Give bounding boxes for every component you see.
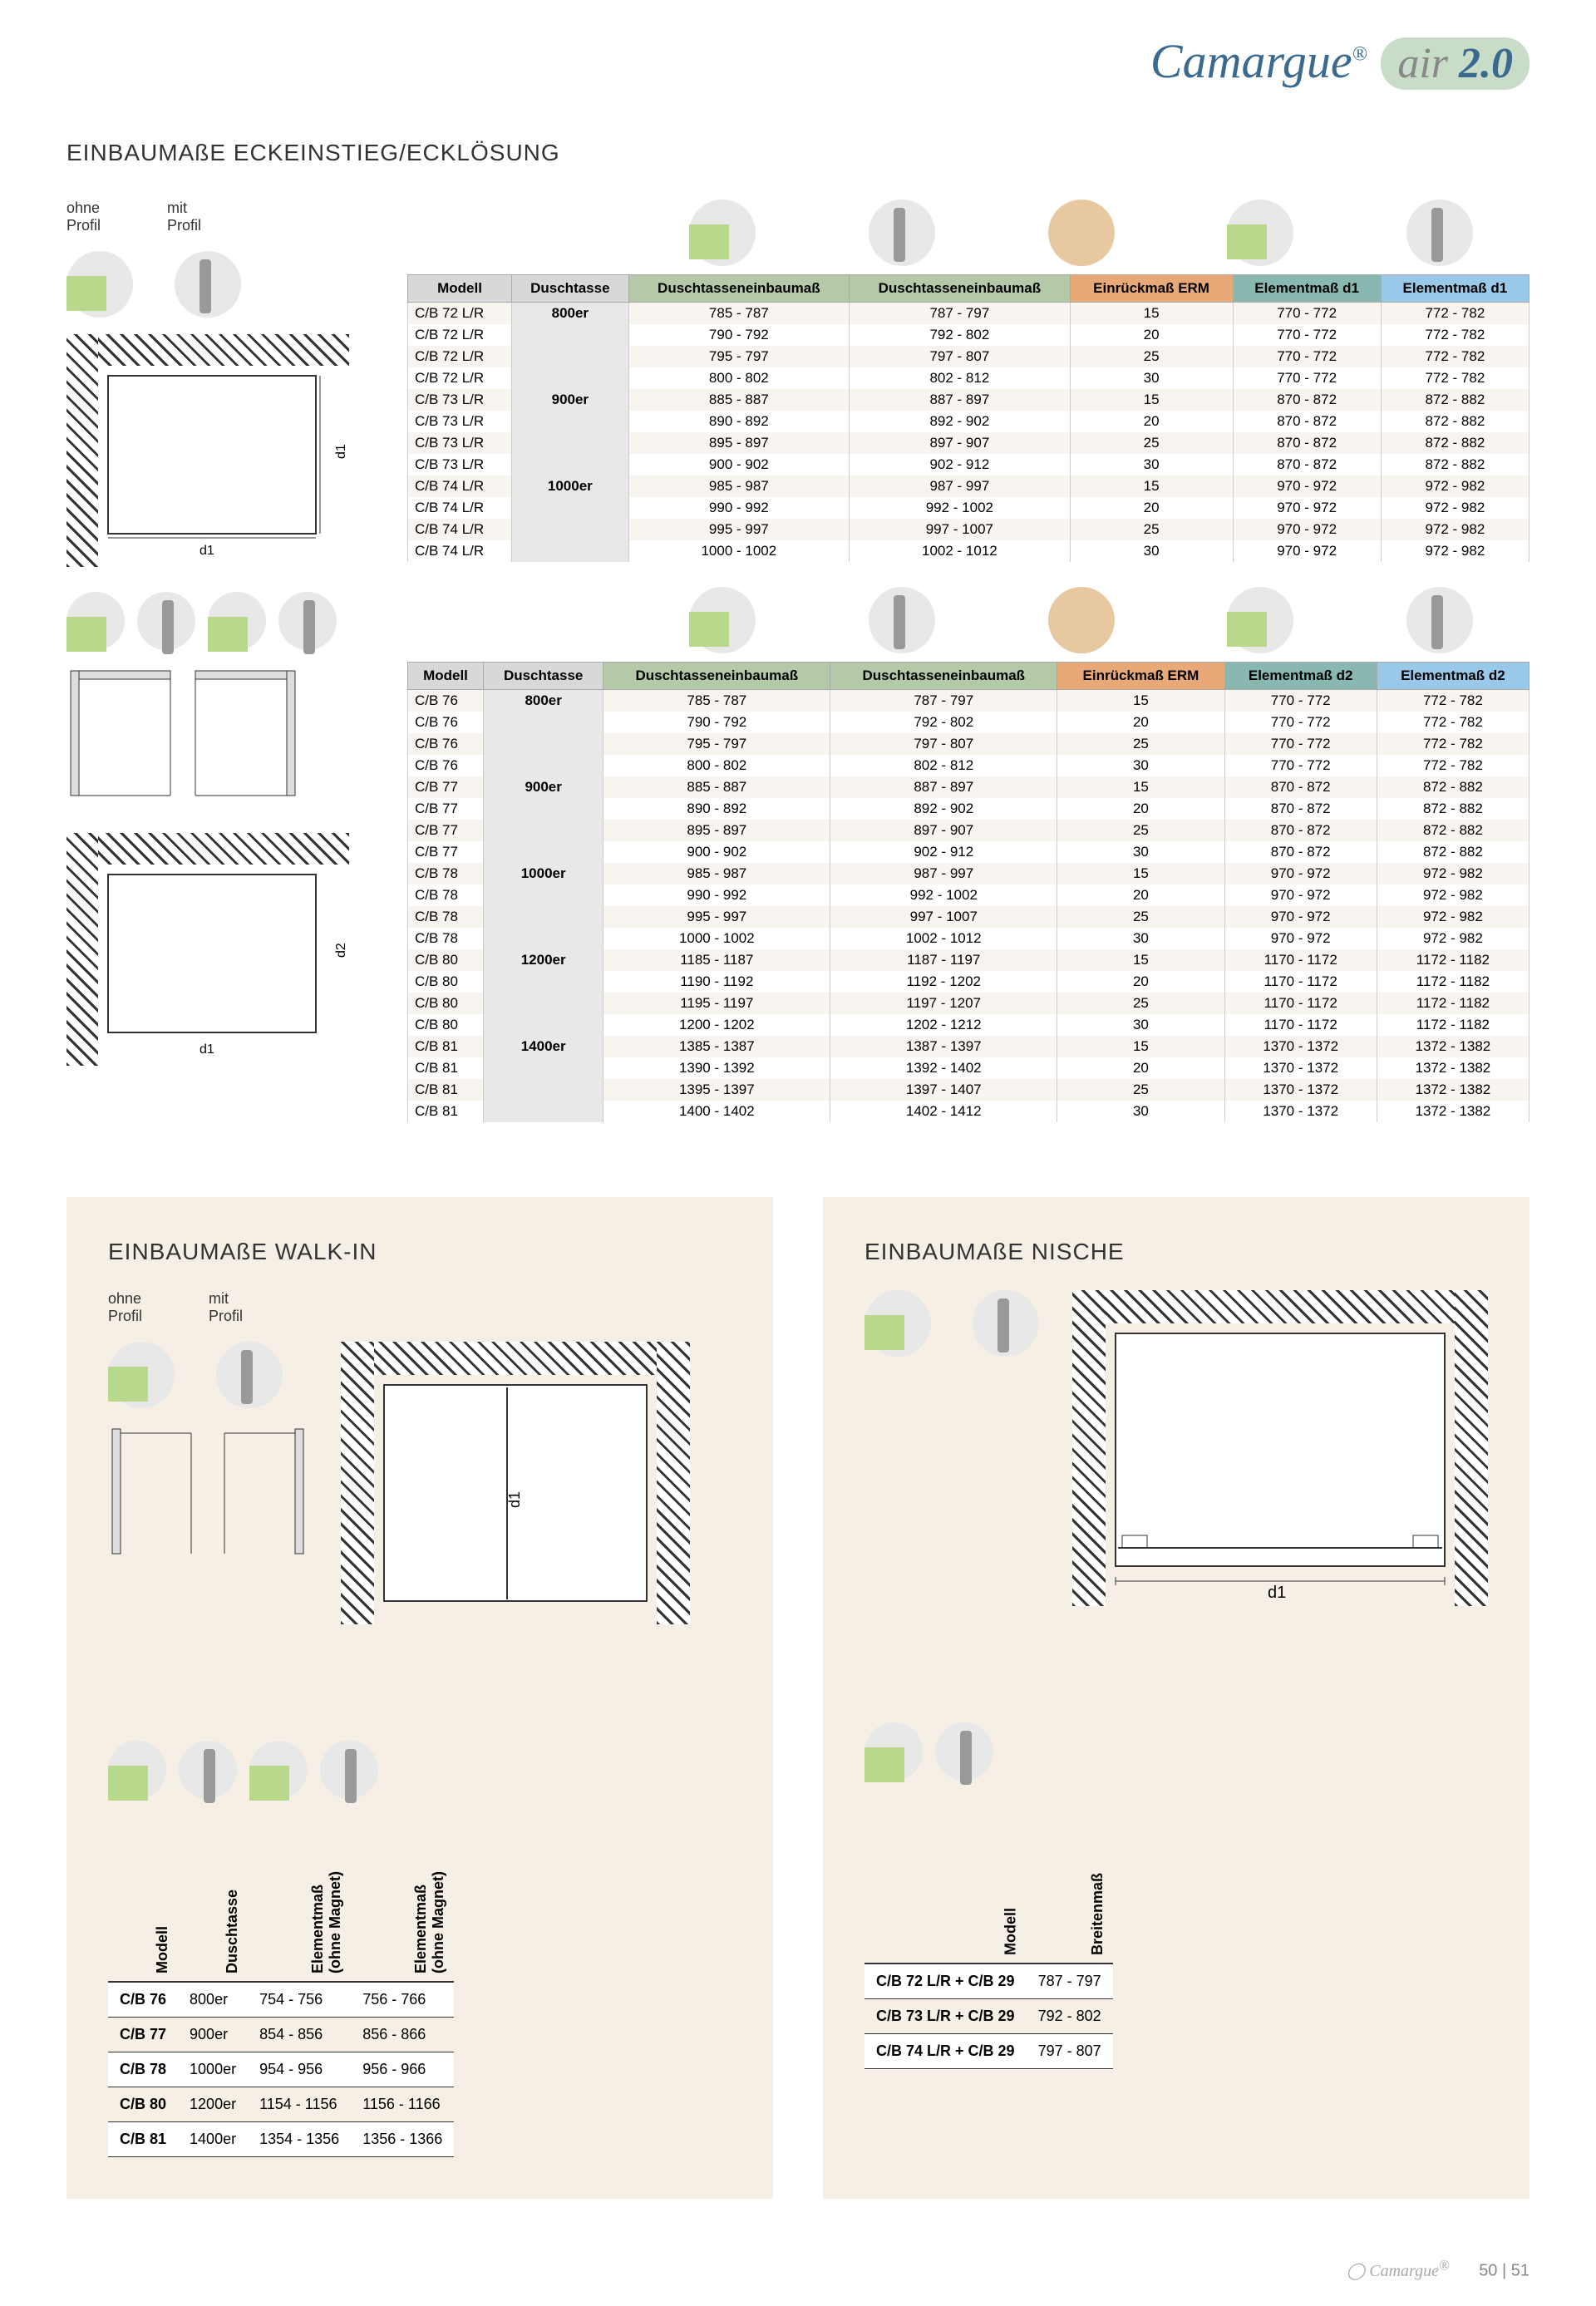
section-title-nische: EINBAUMAßE NISCHE — [864, 1239, 1488, 1265]
detail-circle — [66, 592, 125, 650]
brand-header: Camargue® air 2.0 — [66, 33, 1530, 90]
nische-panel: EINBAUMAßE NISCHE — [823, 1197, 1530, 2199]
page-numbers: 50 | 51 — [1479, 2262, 1530, 2280]
table-2: ModellDuschtasseDuschtasseneinbaumaßDusc… — [407, 662, 1530, 1122]
detail-circle — [249, 1741, 308, 1799]
section-title-eck: EINBAUMAßE ECKEINSTIEG/ECKLÖSUNG — [66, 140, 1530, 166]
detail-circle — [108, 1741, 166, 1799]
svg-text:d1: d1 — [1268, 1584, 1286, 1602]
label-mit-profil: mit Profil — [167, 200, 201, 234]
pair-diagrams — [66, 667, 382, 800]
corner-diagram-1: d1 d1 — [66, 334, 349, 567]
walkin-panel: EINBAUMAßE WALK-IN ohne Profil mit Profi… — [66, 1197, 773, 2199]
label-ohne-profil: ohne Profil — [108, 1290, 142, 1325]
header-circles-2 — [407, 587, 1530, 653]
section-title-walkin: EINBAUMAßE WALK-IN — [108, 1239, 732, 1265]
detail-circle — [320, 1741, 378, 1799]
detail-circle — [278, 592, 337, 650]
detail-circle — [935, 1722, 993, 1781]
label-mit-profil: mit Profil — [209, 1290, 243, 1325]
svg-text:d1: d1 — [200, 1042, 214, 1057]
page-footer: ◯ Camargue® 50 | 51 — [0, 2232, 1596, 2306]
diagrams-column: ohne Profil mit Profil d1 d1 — [66, 200, 382, 1147]
svg-text:d2: d2 — [334, 943, 348, 958]
detail-circle — [208, 592, 266, 650]
header-circles-1 — [407, 200, 1530, 266]
profile-circle — [864, 1290, 931, 1357]
profile-circle — [973, 1290, 1039, 1357]
detail-circle — [179, 1741, 237, 1799]
walkin-table: ModellDuschtasseElementmaß (ohne Magnet)… — [108, 1832, 454, 2157]
brand-variant: air 2.0 — [1381, 37, 1530, 90]
nische-table: ModellBreitenmaßC/B 72 L/R + C/B 29787 -… — [864, 1814, 1113, 2069]
svg-text:d1: d1 — [200, 544, 214, 558]
brand-name: Camargue® — [1150, 33, 1367, 89]
svg-text:d1: d1 — [334, 444, 348, 459]
label-ohne-profil: ohne Profil — [66, 200, 101, 234]
svg-text:d1: d1 — [506, 1491, 523, 1508]
detail-circle — [137, 592, 195, 650]
profile-circle-ohne — [66, 251, 133, 318]
profile-circle — [108, 1342, 175, 1408]
profile-circle — [216, 1342, 283, 1408]
corner-diagram-2: d2 d1 — [66, 833, 349, 1066]
detail-circle — [864, 1722, 923, 1781]
table-1: ModellDuschtasseDuschtasseneinbaumaßDusc… — [407, 274, 1530, 562]
profile-circle-mit — [175, 251, 241, 318]
